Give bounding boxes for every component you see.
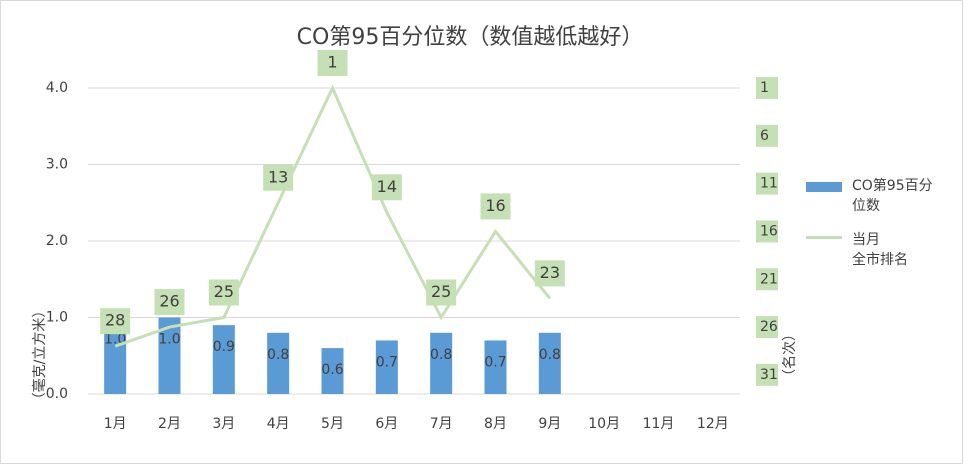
line-label-box xyxy=(100,308,131,335)
bar xyxy=(212,325,235,394)
bar-value-label: 0.7 xyxy=(484,354,506,370)
bar xyxy=(321,348,344,394)
x-tick-label: 1月 xyxy=(104,416,127,432)
x-tick-label: 9月 xyxy=(538,416,561,432)
line-value-label: 13 xyxy=(268,167,288,186)
chart-title: CO第95百分位数（数值越低越好） xyxy=(297,25,644,50)
y2-tick-label: 26 xyxy=(760,319,778,335)
x-tick-label: 6月 xyxy=(375,416,398,432)
line-value-label: 25 xyxy=(431,282,451,301)
bar xyxy=(158,317,181,394)
bar-value-label: 0.8 xyxy=(267,347,289,363)
bar xyxy=(375,340,398,394)
bar-value-label: 0.9 xyxy=(213,339,235,355)
line-label-box xyxy=(534,260,565,287)
bar xyxy=(267,332,290,394)
line-label-box xyxy=(263,164,294,191)
bar-value-label: 0.8 xyxy=(430,347,452,363)
y2-tick-label: 16 xyxy=(760,223,778,239)
y2-tick-label: 31 xyxy=(760,367,778,383)
legend-label: CO第95百分位数 xyxy=(852,178,933,214)
x-tick-label: 10月 xyxy=(588,416,620,432)
bar xyxy=(538,332,561,394)
bar xyxy=(104,317,127,394)
legend-swatch xyxy=(806,182,842,192)
y2-tick-label: 21 xyxy=(760,271,778,287)
y-tick-label: 1.0 xyxy=(46,310,68,326)
line-label-box xyxy=(371,174,402,201)
y-tick-label: 4.0 xyxy=(46,80,68,96)
line-value-label: 26 xyxy=(159,292,179,311)
bar-value-label: 0.7 xyxy=(376,354,398,370)
line-label-box xyxy=(154,289,185,316)
line-label-box xyxy=(426,279,457,306)
x-tick-label: 5月 xyxy=(321,416,344,432)
legend-item: CO第95百分位数 xyxy=(806,176,944,216)
x-tick-label: 11月 xyxy=(643,416,675,432)
y2-tick-label: 1 xyxy=(760,80,769,96)
y2-tick-box xyxy=(756,172,778,195)
bar-value-label: 0.8 xyxy=(539,347,561,363)
line-value-label: 14 xyxy=(377,177,397,196)
legend: CO第95百分位数 当月 全市排名 xyxy=(806,176,944,284)
x-tick-label: 2月 xyxy=(158,416,181,432)
x-tick-label: 3月 xyxy=(212,416,235,432)
bar xyxy=(430,332,453,394)
y2-tick-box xyxy=(756,268,778,291)
line-label-box xyxy=(317,50,348,76)
y2-tick-label: 11 xyxy=(760,176,778,192)
y-tick-label: 2.0 xyxy=(46,233,68,249)
y2-tick-box xyxy=(756,363,778,386)
legend-swatch xyxy=(806,236,842,239)
line-label-box xyxy=(208,279,239,306)
y2-tick-box xyxy=(756,316,778,339)
legend-label: 当月 全市排名 xyxy=(852,232,908,268)
bar-value-label: 0.6 xyxy=(321,362,343,378)
x-tick-label: 4月 xyxy=(267,416,290,432)
x-tick-label: 12月 xyxy=(697,416,729,432)
line-value-label: 25 xyxy=(214,282,234,301)
line-value-label: 23 xyxy=(540,263,560,282)
y-axis-title: （毫克/立方米） xyxy=(31,304,48,407)
line-value-label: 1 xyxy=(327,53,337,72)
y2-tick-box xyxy=(756,77,778,99)
line-value-label: 28 xyxy=(105,311,125,330)
y2-tick-label: 6 xyxy=(760,128,769,144)
y-tick-label: 0.0 xyxy=(46,386,68,402)
legend-item: 当月 全市排名 xyxy=(806,230,944,270)
line-value-label: 16 xyxy=(485,196,505,215)
x-tick-label: 7月 xyxy=(430,416,453,432)
y2-tick-box xyxy=(756,220,778,243)
y2-tick-box xyxy=(756,124,778,147)
bar-value-label: 1.0 xyxy=(158,332,180,348)
y-tick-label: 3.0 xyxy=(46,157,68,173)
line xyxy=(114,84,551,348)
y2-axis-title: （名次） xyxy=(782,327,798,383)
x-tick-label: 8月 xyxy=(484,416,507,432)
line-label-box xyxy=(480,193,511,220)
bar xyxy=(484,340,507,394)
